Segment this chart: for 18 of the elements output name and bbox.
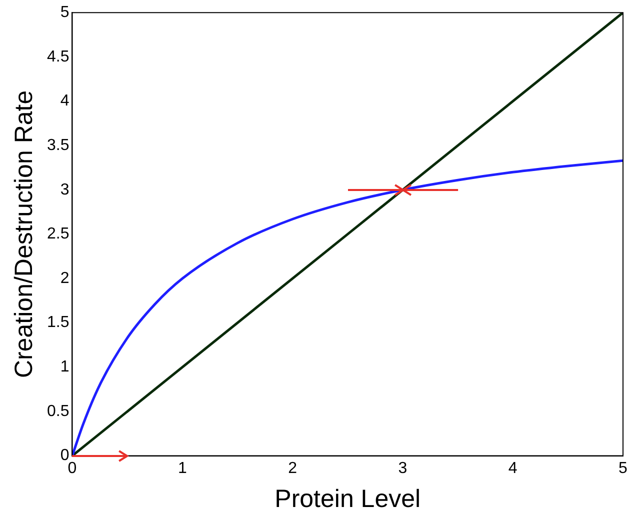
y-tick-label: 3	[60, 181, 70, 198]
y-tick-label: 4.5	[46, 48, 70, 66]
y-tick-label: 1.5	[46, 314, 70, 332]
y-tick-label: 0	[60, 447, 70, 464]
y-tick-label: 5	[60, 4, 70, 22]
x-tick-label: 5	[618, 460, 628, 477]
x-tick-label: 2	[288, 460, 298, 477]
y-axis-title: Creation/Destruction Rate	[10, 90, 38, 378]
y-tick-label: 2	[60, 270, 70, 287]
y-tick-label: 4	[60, 92, 70, 110]
x-tick-label: 3	[398, 460, 408, 477]
x-tick-label: 1	[178, 460, 187, 477]
y-tick-label: 2.5	[46, 226, 70, 243]
y-tick-label: 1	[60, 358, 70, 376]
y-tick-label: 3.5	[46, 136, 70, 154]
x-tick-label: 4	[508, 460, 518, 477]
y-tick-label: 0.5	[46, 402, 70, 420]
x-axis-title: Protein Level	[274, 484, 421, 513]
